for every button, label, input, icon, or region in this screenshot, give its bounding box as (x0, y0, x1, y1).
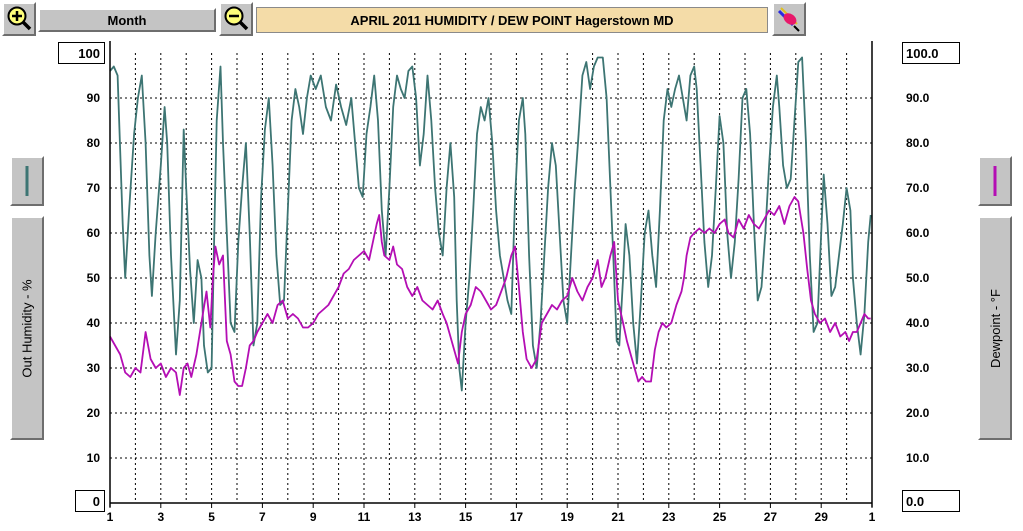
x-tick-label: 3 (157, 510, 164, 524)
left-tick-label: 30 (87, 361, 101, 375)
right-tick-label: 10.0 (906, 451, 930, 465)
right-tick-label: 90.0 (906, 91, 930, 105)
dewpoint-legend-swatch[interactable] (978, 156, 1012, 206)
chart-title-text: APRIL 2011 HUMIDITY / DEW POINT Hagersto… (350, 12, 674, 28)
left-axis-max-label: 100 (78, 45, 100, 61)
x-tick-label: 11 (358, 510, 371, 524)
left-tick-label: 10 (87, 451, 101, 465)
right-tick-label: 80.0 (906, 136, 930, 150)
x-tick-label: 1 (869, 510, 876, 524)
x-tick-label: 7 (259, 510, 266, 524)
left-tick-label: 70 (87, 181, 101, 195)
x-tick-label: 15 (459, 510, 473, 524)
left-axis-min-box: 0 (75, 490, 105, 512)
left-axis-title: Out Humidity - % (10, 216, 44, 440)
right-tick-label: 40.0 (906, 316, 930, 330)
humidity-series-line (109, 56, 872, 392)
x-tick-label: 29 (815, 510, 829, 524)
dewpoint-swatch-line (993, 166, 997, 196)
right-axis-min-box: 0.0 (902, 490, 960, 512)
left-tick-label: 40 (87, 316, 101, 330)
x-tick-label: 9 (310, 510, 317, 524)
printer-icon (777, 7, 800, 32)
left-tick-label: 90 (87, 91, 101, 105)
x-tick-label: 25 (713, 510, 727, 524)
left-axis-min-label: 0 (92, 493, 100, 509)
x-tick-label: 21 (611, 510, 625, 524)
x-tick-label: 1 (107, 510, 114, 524)
right-tick-label: 20.0 (906, 406, 930, 420)
x-tick-label: 17 (510, 510, 524, 524)
magnifier-plus-icon (7, 6, 32, 31)
zoom-out-button[interactable] (219, 2, 253, 36)
zoom-in-button[interactable] (2, 2, 36, 36)
x-tick-label: 5 (208, 510, 215, 524)
right-axis-title: Dewpoint - °F (978, 216, 1012, 440)
x-tick-label: 19 (561, 510, 575, 524)
right-tick-label: 50.0 (906, 271, 930, 285)
humidity-swatch-line (25, 166, 29, 196)
chart-title: APRIL 2011 HUMIDITY / DEW POINT Hagersto… (256, 7, 768, 33)
left-tick-label: 60 (87, 226, 101, 240)
print-button[interactable] (772, 2, 806, 36)
x-tick-label: 13 (408, 510, 422, 524)
right-tick-label: 60.0 (906, 226, 930, 240)
left-tick-label: 50 (87, 271, 101, 285)
left-axis-max-box: 100 (58, 42, 105, 64)
left-tick-label: 20 (87, 406, 101, 420)
x-tick-label: 27 (764, 510, 778, 524)
dewpoint-series-line (109, 196, 871, 396)
right-tick-label: 70.0 (906, 181, 930, 195)
range-month-button[interactable]: Month (38, 8, 216, 32)
right-tick-label: 30.0 (906, 361, 930, 375)
magnifier-minus-icon (224, 6, 249, 31)
right-axis-max-box: 100.0 (902, 42, 960, 64)
left-tick-label: 80 (87, 136, 101, 150)
range-label: Month (107, 12, 147, 28)
x-tick-label: 23 (662, 510, 676, 524)
right-axis-min-label: 0.0 (906, 493, 925, 509)
right-axis-max-label: 100.0 (906, 45, 939, 61)
humidity-legend-swatch[interactable] (10, 156, 44, 206)
